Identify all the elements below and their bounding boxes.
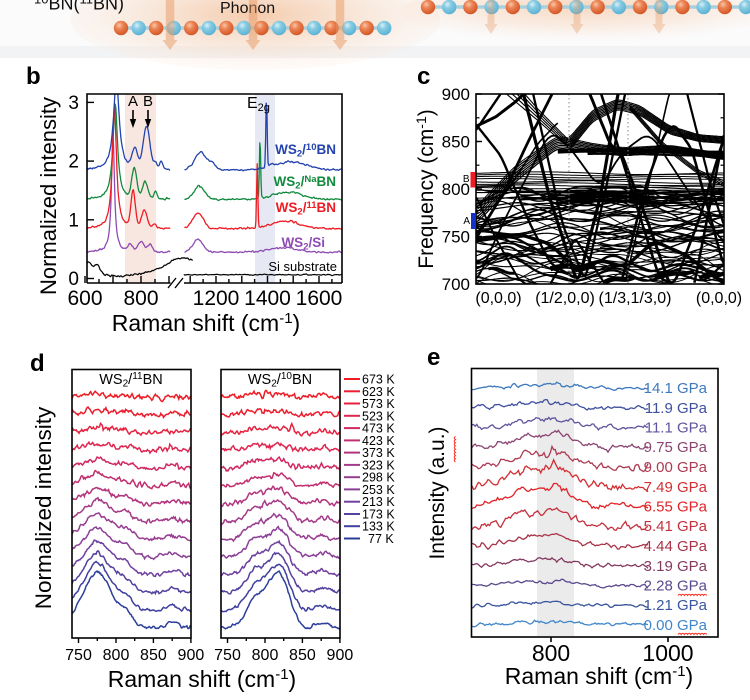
svg-text:B: B	[143, 93, 153, 110]
svg-text:(1/2,0,0): (1/2,0,0)	[535, 290, 595, 307]
svg-text:1200: 1200	[193, 287, 240, 310]
svg-text:298 K: 298 K	[362, 471, 395, 485]
svg-text:850: 850	[140, 647, 167, 664]
svg-text:1600: 1600	[296, 287, 343, 310]
svg-text:750: 750	[442, 228, 470, 247]
svg-text:Si substrate: Si substrate	[268, 259, 337, 274]
svg-text:WS2/10BN: WS2/10BN	[248, 371, 312, 390]
svg-text:A: A	[463, 216, 470, 227]
svg-text:Raman shift (cm-1): Raman shift (cm-1)	[112, 310, 300, 336]
svg-text:WS2/NaBN: WS2/NaBN	[274, 174, 336, 192]
svg-text:673 K: 673 K	[362, 373, 395, 387]
svg-text:Raman shift (cm-1): Raman shift (cm-1)	[505, 663, 693, 689]
svg-text:800: 800	[252, 647, 279, 664]
svg-text:573 K: 573 K	[362, 397, 395, 411]
svg-text:3.19 GPa: 3.19 GPa	[644, 558, 708, 575]
svg-text:c: c	[417, 63, 430, 90]
svg-text:750: 750	[65, 647, 92, 664]
svg-text:800: 800	[123, 287, 158, 310]
svg-text:WS2/Si: WS2/Si	[281, 235, 325, 253]
svg-text:423 K: 423 K	[362, 434, 395, 448]
svg-text:WS2/11BN: WS2/11BN	[99, 371, 163, 390]
svg-text:1.21 GPa: 1.21 GPa	[644, 597, 708, 614]
svg-text:7.49 GPa: 7.49 GPa	[644, 479, 708, 496]
svg-text:(1/3,1/3,0): (1/3,1/3,0)	[599, 290, 672, 307]
svg-text:2: 2	[68, 152, 79, 173]
svg-text:173 K: 173 K	[362, 508, 395, 522]
svg-text:1: 1	[68, 210, 79, 231]
svg-text:e: e	[427, 344, 440, 371]
svg-text:850: 850	[442, 133, 470, 152]
svg-text:9.00 GPa: 9.00 GPa	[644, 459, 708, 476]
svg-text:(0,0,0): (0,0,0)	[696, 290, 742, 307]
svg-text:6.55 GPa: 6.55 GPa	[644, 499, 708, 516]
svg-text:800: 800	[532, 640, 570, 666]
svg-text:900: 900	[327, 647, 354, 664]
svg-text:1400: 1400	[244, 287, 291, 310]
svg-text:900: 900	[442, 85, 470, 104]
svg-text:213 K: 213 K	[362, 495, 395, 509]
svg-text:800: 800	[103, 647, 130, 664]
svg-text:Intensity (a.u.): Intensity (a.u.)	[426, 426, 449, 559]
svg-text:1000: 1000	[642, 640, 693, 666]
svg-text:b: b	[26, 63, 41, 90]
svg-text:Frequency (cm-1): Frequency (cm-1)	[413, 109, 438, 269]
svg-text:4.44 GPa: 4.44 GPa	[644, 538, 708, 555]
svg-text:750: 750	[214, 647, 241, 664]
svg-text:11.1 GPa: 11.1 GPa	[645, 420, 708, 437]
svg-text:Phonon: Phonon	[220, 0, 275, 17]
svg-text:5.41 GPa: 5.41 GPa	[644, 518, 708, 535]
svg-text:623 K: 623 K	[362, 385, 395, 399]
svg-text:800: 800	[442, 180, 470, 199]
svg-text:600: 600	[67, 287, 102, 310]
svg-text:(0,0,0): (0,0,0)	[475, 290, 521, 307]
svg-text:Raman shift (cm-1): Raman shift (cm-1)	[108, 666, 296, 692]
svg-text:3: 3	[68, 93, 79, 114]
svg-text:523 K: 523 K	[362, 409, 395, 423]
svg-text:0: 0	[68, 269, 79, 290]
svg-text:d: d	[30, 350, 45, 377]
svg-text:700: 700	[442, 275, 470, 294]
svg-text:473 K: 473 K	[362, 422, 395, 436]
svg-text:0.00 GPa: 0.00 GPa	[644, 617, 708, 634]
svg-text:373 K: 373 K	[362, 446, 395, 460]
svg-text:A: A	[128, 93, 138, 110]
svg-text:Normalized intensity: Normalized intensity	[31, 406, 56, 609]
svg-text:850: 850	[289, 647, 316, 664]
svg-text:133 K: 133 K	[362, 520, 395, 534]
svg-text:77 K: 77 K	[368, 532, 394, 546]
svg-text:900: 900	[178, 647, 205, 664]
svg-text:323 K: 323 K	[362, 458, 395, 472]
svg-text:10BN(11BN): 10BN(11BN)	[34, 0, 124, 14]
svg-text:WS2/10BN: WS2/10BN	[275, 142, 336, 160]
svg-text:11.9 GPa: 11.9 GPa	[645, 400, 708, 417]
svg-text:9.75 GPa: 9.75 GPa	[644, 439, 708, 456]
svg-text:B: B	[463, 174, 470, 185]
svg-text:Normalized intensity: Normalized intensity	[36, 97, 61, 295]
svg-text:14.1 GPa: 14.1 GPa	[644, 380, 708, 397]
svg-text:WS2/11BN: WS2/11BN	[276, 200, 336, 218]
svg-text:253 K: 253 K	[362, 483, 395, 497]
svg-text:2.28 GPa: 2.28 GPa	[644, 578, 708, 595]
